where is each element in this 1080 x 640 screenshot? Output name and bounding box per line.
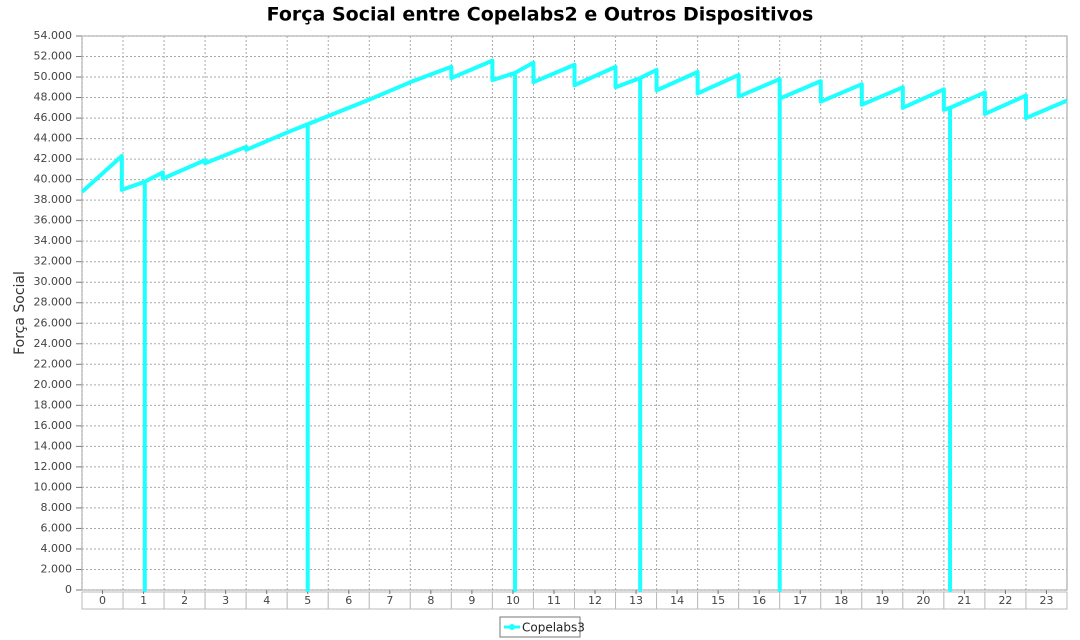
x-tick-label: 19 [875, 594, 889, 607]
x-tick-label: 20 [916, 594, 930, 607]
x-tick-label: 1 [140, 594, 147, 607]
x-tick-label: 10 [506, 594, 520, 607]
y-tick-label: 38.000 [34, 193, 73, 206]
x-tick-label: 2 [181, 594, 188, 607]
chart-title: Força Social entre Copelabs2 e Outros Di… [267, 4, 814, 26]
x-tick-label: 12 [588, 594, 602, 607]
y-tick-label: 36.000 [34, 214, 73, 227]
y-tick-label: 2.000 [41, 562, 73, 575]
y-axis-label: Força Social [12, 271, 28, 355]
y-tick-label: 10.000 [34, 480, 73, 493]
y-tick-label: 52.000 [34, 50, 73, 63]
y-tick-label: 30.000 [34, 275, 73, 288]
y-tick-label: 50.000 [34, 70, 73, 83]
x-tick-label: 22 [998, 594, 1012, 607]
x-tick-label: 18 [834, 594, 848, 607]
legend-box [499, 616, 581, 638]
y-tick-label: 46.000 [34, 111, 73, 124]
x-tick-label: 0 [99, 594, 106, 607]
data-line [80, 58, 1068, 592]
y-tick-label: 14.000 [34, 439, 73, 452]
y-tick-label: 32.000 [34, 255, 73, 268]
y-tick-label: 44.000 [34, 132, 73, 145]
x-tick-label: 17 [793, 594, 807, 607]
y-tick-label: 22.000 [34, 357, 73, 370]
y-tick-label: 26.000 [34, 316, 73, 329]
x-tick-label: 9 [468, 594, 475, 607]
legend-label: Copelabs3 [522, 621, 585, 635]
y-tick-label: 48.000 [34, 91, 73, 104]
y-tick-label: 40.000 [34, 173, 73, 186]
legend-marker [509, 624, 515, 630]
x-tick-label: 13 [629, 594, 643, 607]
y-tick-label: 20.000 [34, 378, 73, 391]
x-tick-label: 21 [957, 594, 971, 607]
y-tick-label: 42.000 [34, 152, 73, 165]
y-tick-label: 16.000 [34, 419, 73, 432]
x-tick-label: 7 [386, 594, 393, 607]
x-tick-label: 11 [547, 594, 561, 607]
y-tick-label: 28.000 [34, 296, 73, 309]
x-tick-label: 6 [345, 594, 352, 607]
x-tick-label: 8 [427, 594, 434, 607]
x-tick-label: 5 [304, 594, 311, 607]
x-tick-label: 16 [752, 594, 766, 607]
y-tick-label: 34.000 [34, 234, 73, 247]
x-tick-label: 3 [222, 594, 229, 607]
y-tick-label: 12.000 [34, 460, 73, 473]
x-tick-label: 15 [711, 594, 725, 607]
x-tick-label: 4 [263, 594, 270, 607]
x-tick-label: 14 [670, 594, 684, 607]
y-tick-label: 8.000 [41, 501, 73, 514]
y-tick-label: 54.000 [34, 29, 73, 42]
y-tick-label: 0 [65, 583, 72, 596]
x-tick-label: 23 [1039, 594, 1053, 607]
y-tick-label: 24.000 [34, 337, 73, 350]
y-tick-label: 6.000 [41, 521, 73, 534]
y-tick-label: 4.000 [41, 542, 73, 555]
y-tick-label: 18.000 [34, 398, 73, 411]
